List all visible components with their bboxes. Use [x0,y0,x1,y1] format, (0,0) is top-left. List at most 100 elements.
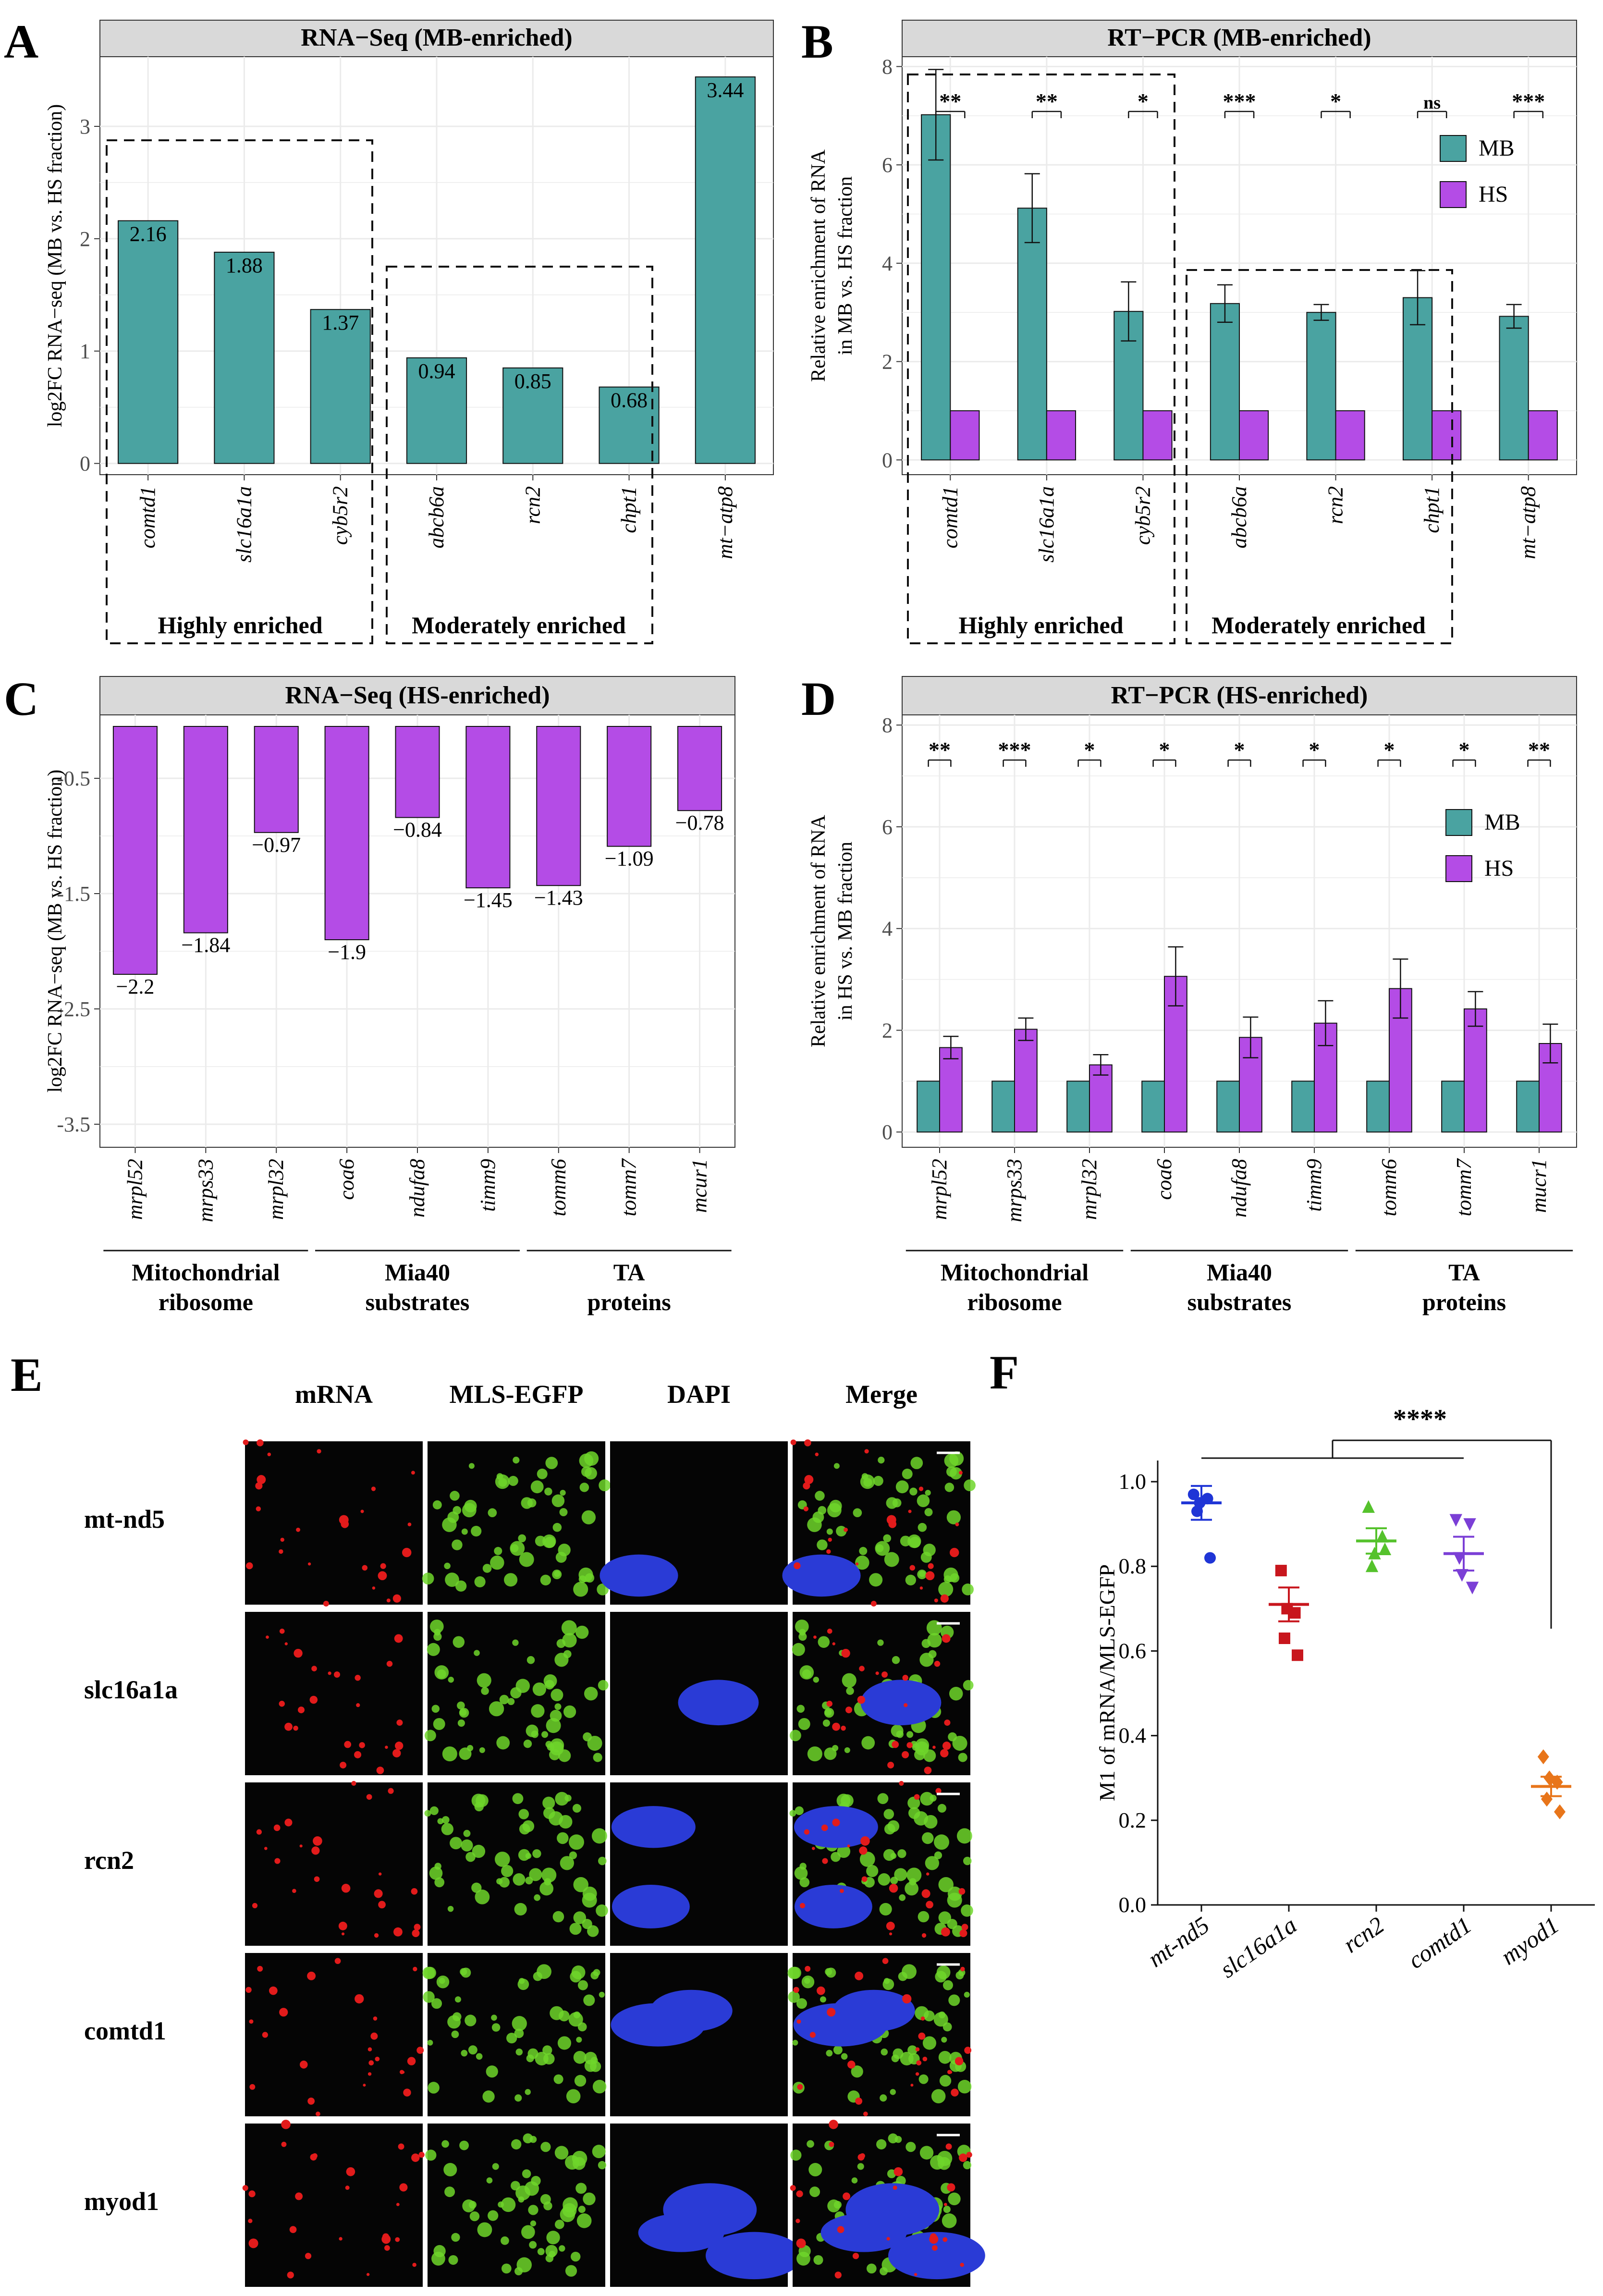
mito-signal [942,2213,957,2228]
mrna-signal [339,1515,349,1525]
mrna-signal [943,2203,947,2206]
legend-swatch [1440,181,1467,208]
mito-signal [897,1849,906,1858]
mito-signal [468,1463,475,1469]
mito-signal [836,1793,851,1808]
mrna-signal [257,1965,263,1972]
group-label: TA [613,1259,645,1286]
image-cell [789,1780,973,1946]
x-tick-label: comtd1 [938,486,962,549]
mrna-signal [955,1522,959,1526]
group-label: Highly enriched [158,612,322,638]
mito-signal [542,1796,555,1809]
mrna-signal [314,1876,320,1882]
panel-a-rnaseq-mb-chart: A RNA−Seq (MB-enriched) 0 1 2 3 log2FC RNA−seq… [4,15,774,644]
mito-signal [946,1510,961,1524]
mrna-signal [925,1571,935,1581]
mito-signal [557,2036,572,2050]
mito-signal [869,1573,883,1587]
mrna-signal [797,2084,803,2090]
significance-label: *** [998,737,1031,762]
x-tick-label: rcn2 [1324,486,1347,524]
mito-signal [529,1868,542,1881]
mrna-signal [951,2088,959,2097]
mrna-signal [402,2071,405,2074]
mito-signal [511,2139,522,2149]
value-label: 2.16 [130,222,167,246]
mrna-signal [826,1701,832,1707]
mrna-signal [935,1788,942,1794]
mrna-signal [860,1836,870,1846]
y-tick-label: 4 [882,917,893,941]
mrna-signal [804,1829,809,1835]
mito-signal [571,2251,581,2262]
mito-signal [472,1844,486,1858]
mrna-signal [395,2237,400,2242]
mito-signal [576,2037,582,2043]
mito-signal [924,1508,933,1516]
mrna-signal [368,2060,374,2066]
mito-signal [560,1856,575,1870]
mrna-signal [949,2071,953,2074]
bar [395,726,440,818]
mito-signal [560,1490,566,1496]
mito-signal [925,1856,940,1870]
mrna-signal [289,2226,297,2234]
mito-signal [572,1804,581,1813]
mito-signal [577,1980,588,1990]
mito-signal [552,1522,562,1532]
value-label: −1.9 [328,940,366,964]
mrna-signal [411,1888,418,1895]
nucleus-signal [663,2183,757,2236]
mito-signal [468,2200,477,2209]
mrna-signal [852,2253,859,2259]
mito-signal [544,1536,556,1548]
mito-signal [584,1687,598,1701]
mrna-signal [411,2153,420,2162]
x-tick-label: mrps33 [1003,1159,1026,1222]
mrna-signal [280,1537,284,1542]
significance-label: ** [1528,737,1550,762]
mrna-signal [886,1515,896,1525]
group-label: substrates [366,1289,470,1315]
bar-hs [1014,1029,1038,1133]
mito-signal [504,1573,518,1587]
y-tick-label: 0 [882,448,893,472]
mrna-signal [242,2185,248,2191]
mito-signal [861,1473,869,1480]
mrna-signal [412,1929,420,1938]
mito-signal [518,1849,530,1861]
mito-signal [842,1673,857,1688]
y-tick-label: 3 [80,115,90,138]
mrna-signal [899,1780,904,1786]
nucleus-signal [650,1989,733,2032]
value-label: −2.2 [116,975,155,998]
x-tick-label: chpt1 [1420,486,1444,533]
mito-signal [579,1453,594,1468]
mrna-signal [915,2047,920,2051]
mrna-signal [351,1780,356,1786]
mrna-signal [859,2153,865,2159]
mito-signal [518,2196,525,2203]
mito-signal [461,1528,468,1535]
y-tick-label: 8 [882,55,893,78]
image-cell [787,1953,972,2116]
mito-signal [535,2051,549,2066]
mrna-signal [893,2167,903,2176]
mito-signal [439,1977,445,1984]
mrna-signal [847,1844,850,1848]
mrna-signal [354,1751,362,1758]
group-label: Moderately enriched [1211,612,1426,638]
image-background [245,1612,423,1775]
mito-signal [578,1575,587,1584]
mito-signal [898,1972,907,1981]
mrna-signal [902,1994,912,2004]
image-cell [424,1782,608,1946]
mito-signal [952,1735,967,1751]
mito-signal [861,1736,875,1750]
mito-signal [573,2011,581,2019]
mito-signal [927,1633,942,1648]
mito-signal [515,2048,523,2056]
mito-signal [917,1494,930,1508]
mrna-signal [386,1660,393,1667]
